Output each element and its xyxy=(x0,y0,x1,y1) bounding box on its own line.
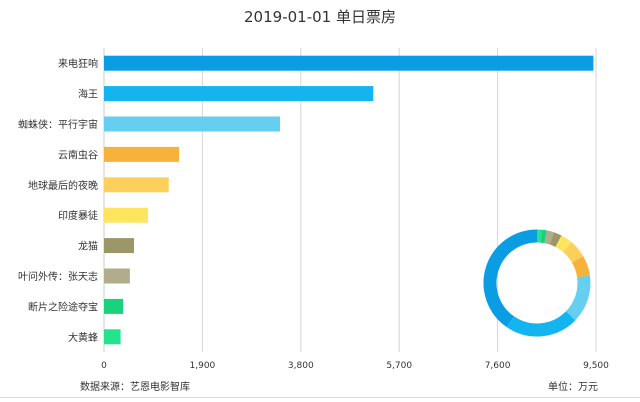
donut-slice[interactable] xyxy=(544,230,554,245)
x-tick-label: 7,600 xyxy=(485,361,511,371)
unit-note: 单位：万元 xyxy=(548,382,598,393)
source-note: 数据来源：艺恩电影智库 xyxy=(80,382,190,393)
bar[interactable] xyxy=(104,116,281,132)
donut-chart xyxy=(483,229,591,337)
bottom-divider xyxy=(0,397,640,398)
x-tick-label: 5,700 xyxy=(386,361,412,371)
bar[interactable] xyxy=(104,177,169,193)
bar[interactable] xyxy=(104,268,130,284)
chart-title: 2019-01-01 单日票房 xyxy=(244,8,396,26)
bar[interactable] xyxy=(104,207,149,223)
donut-slice[interactable] xyxy=(565,275,591,321)
bar[interactable] xyxy=(104,146,180,162)
x-tick-label: 9,500 xyxy=(583,361,609,371)
x-tick-label: 3,800 xyxy=(288,361,314,371)
donut-slice[interactable] xyxy=(549,232,562,248)
donut-slice[interactable] xyxy=(506,311,576,337)
category-label: 大黄蜂 xyxy=(68,331,98,344)
bar[interactable] xyxy=(104,55,594,71)
donut-slice[interactable] xyxy=(571,255,590,278)
bar[interactable] xyxy=(104,86,374,102)
category-label: 来电狂响 xyxy=(58,57,98,70)
donut-slice[interactable] xyxy=(483,229,538,328)
bar[interactable] xyxy=(104,329,121,345)
category-labels: 来电狂响海王蜘蛛侠：平行宇宙云南虫谷地球最后的夜晚印度暴徒龙猫叶问外传：张天志断… xyxy=(18,57,98,344)
category-label: 断片之险途夺宝 xyxy=(28,300,98,313)
x-tick-labels: 0 1,900 3,800 5,700 7,600 9,500 xyxy=(101,361,609,371)
category-label: 地球最后的夜晚 xyxy=(28,179,98,192)
category-label: 印度暴徒 xyxy=(58,209,98,222)
category-label: 龙猫 xyxy=(78,240,98,253)
x-tick-label: 1,900 xyxy=(190,361,216,371)
category-label: 叶问外传：张天志 xyxy=(18,270,98,283)
bars-group xyxy=(104,55,594,345)
bar[interactable] xyxy=(104,298,124,314)
category-label: 云南虫谷 xyxy=(58,148,98,161)
donut-slice[interactable] xyxy=(540,229,547,244)
donut-slice[interactable] xyxy=(555,235,572,253)
x-tick-label: 0 xyxy=(101,361,107,371)
category-label: 海王 xyxy=(78,88,98,101)
bar[interactable] xyxy=(104,238,135,254)
donut-slice[interactable] xyxy=(563,242,584,263)
category-label: 蜘蛛侠：平行宇宙 xyxy=(18,118,98,131)
